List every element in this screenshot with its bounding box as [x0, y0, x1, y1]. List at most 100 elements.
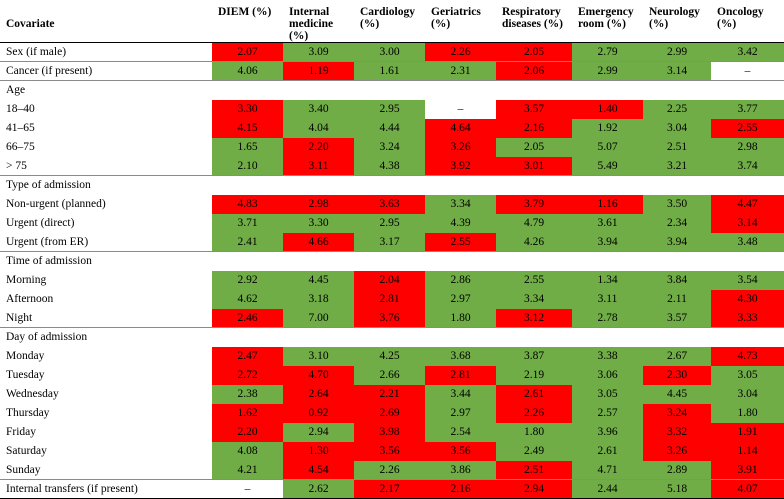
- section-fill: [212, 251, 784, 271]
- section-fill: [212, 80, 784, 100]
- value-cell: 2.05: [496, 42, 572, 62]
- value-cell: 4.21: [212, 460, 283, 480]
- table-row: > 75 2.10 3.11 4.38 3.92 3.01 5.49 3.21 3.74: [0, 156, 784, 176]
- value-cell: 2.98: [711, 137, 784, 157]
- value-cell: 2.20: [212, 422, 283, 442]
- value-cell: 2.81: [425, 365, 496, 385]
- covariate-label: Wednesday: [6, 388, 59, 400]
- value-cell: 3.40: [283, 99, 354, 119]
- value-cell: 3.94: [572, 232, 643, 252]
- value-cell: 1.92: [572, 118, 643, 138]
- value-cell: 2.79: [572, 42, 643, 62]
- value-cell: 3.57: [496, 99, 572, 119]
- table-row: Monday 2.47 3.10 4.25 3.68 3.87 3.38 2.67 4.73: [0, 346, 784, 366]
- value-cell: 3.76: [354, 308, 425, 328]
- value-cell: 3.48: [711, 232, 784, 252]
- value-cell: 4.45: [643, 384, 711, 404]
- value-cell: 2.34: [643, 213, 711, 233]
- covariate-label: Sunday: [6, 463, 41, 476]
- value-cell: 3.17: [354, 232, 425, 252]
- value-cell: 2.57: [572, 403, 643, 423]
- covariate-label: Urgent (direct): [6, 217, 75, 229]
- value-cell: 2.38: [212, 384, 283, 404]
- table-body: Sex (if male) 2.07 3.09 3.00 2.26 2.05 2.79 2.9…: [0, 42, 784, 499]
- value-cell: 2.47: [212, 346, 283, 366]
- value-cell: –: [425, 99, 496, 119]
- header-diem: DIEM (%): [212, 0, 283, 43]
- table-row: Sunday 4.21 4.54 2.26 3.86 2.51 4.71 2.89 3.91: [0, 460, 784, 480]
- value-cell: 4.64: [425, 118, 496, 138]
- value-cell: 3.87: [496, 346, 572, 366]
- value-cell: 2.26: [354, 460, 425, 480]
- value-cell: 3.56: [425, 441, 496, 461]
- value-cell: 2.67: [643, 346, 711, 366]
- value-cell: 3.86: [425, 460, 496, 480]
- value-cell: 3.11: [572, 289, 643, 309]
- section-row: Day of admission: [0, 327, 784, 347]
- value-cell: 2.26: [425, 42, 496, 62]
- value-cell: 2.78: [572, 308, 643, 328]
- section-row: Type of admission: [0, 175, 784, 195]
- value-cell: 2.16: [496, 118, 572, 138]
- section-label: Type of admission: [0, 175, 212, 195]
- table-row: Urgent (from ER) 2.41 4.66 3.17 2.55 4.26 3.94…: [0, 232, 784, 252]
- value-cell: 3.34: [496, 289, 572, 309]
- value-cell: 2.49: [496, 441, 572, 461]
- value-cell: 4.06: [212, 61, 283, 81]
- header-row: Covariate DIEM (%) Internal medicine (%)…: [0, 0, 784, 43]
- value-cell: 3.79: [496, 194, 572, 214]
- value-cell: 2.86: [425, 270, 496, 290]
- value-cell: 2.25: [643, 99, 711, 119]
- value-cell: 4.70: [283, 365, 354, 385]
- value-cell: 3.42: [711, 42, 784, 62]
- value-cell: 3.01: [496, 156, 572, 176]
- value-cell: 2.94: [283, 422, 354, 442]
- value-cell: 2.26: [496, 403, 572, 423]
- covariate-label: Friday: [6, 426, 37, 438]
- covariate-label: 66–75: [6, 141, 35, 153]
- value-cell: 1.65: [212, 137, 283, 157]
- value-cell: –: [711, 61, 784, 81]
- value-cell: 5.07: [572, 137, 643, 157]
- value-cell: 3.30: [283, 213, 354, 233]
- value-cell: 2.11: [643, 289, 711, 309]
- header-oncology: Oncology (%): [711, 0, 784, 43]
- value-cell: 3.10: [283, 346, 354, 366]
- value-cell: 2.81: [354, 289, 425, 309]
- value-cell: 3.06: [572, 365, 643, 385]
- value-cell: 2.62: [283, 479, 354, 499]
- value-cell: 2.55: [711, 118, 784, 138]
- value-cell: 2.95: [354, 99, 425, 119]
- value-cell: 2.99: [643, 42, 711, 62]
- table-row: Urgent (direct) 3.71 3.30 2.95 4.39 4.79 3.61 2…: [0, 213, 784, 233]
- value-cell: 3.32: [643, 422, 711, 442]
- value-cell: 5.18: [643, 479, 711, 499]
- value-cell: 2.44: [572, 479, 643, 499]
- covariate-label: 18–40: [6, 103, 35, 115]
- value-cell: 4.62: [212, 289, 283, 309]
- table-row: Cancer (if present) 4.06 1.19 1.61 2.31 2.06 2…: [0, 61, 784, 81]
- table-row: 41–65 4.15 4.04 4.44 4.64 2.16 1.92 3.04 2.55: [0, 118, 784, 138]
- value-cell: 2.94: [496, 479, 572, 499]
- covariate-label: Morning: [6, 274, 47, 286]
- value-cell: 1.62: [212, 403, 283, 423]
- value-cell: 4.73: [711, 346, 784, 366]
- table-row: Sex (if male) 2.07 3.09 3.00 2.26 2.05 2.79 2.9…: [0, 42, 784, 62]
- covariate-label: Saturday: [6, 445, 47, 457]
- covariate-label: Night: [6, 311, 33, 324]
- value-cell: 3.91: [711, 460, 784, 480]
- covariate-label: Thursday: [6, 407, 50, 419]
- section-label: Age: [0, 80, 212, 100]
- table-row: Morning 2.92 4.45 2.04 2.86 2.55 1.34 3.84 3.54: [0, 270, 784, 290]
- table-row: Afternoon 4.62 3.18 2.81 2.97 3.34 3.11 2.11 4.3…: [0, 289, 784, 309]
- value-cell: 2.97: [425, 289, 496, 309]
- value-cell: 2.61: [572, 441, 643, 461]
- value-cell: 2.51: [643, 137, 711, 157]
- value-cell: 5.49: [572, 156, 643, 176]
- value-cell: 4.47: [711, 194, 784, 214]
- value-cell: 3.00: [354, 42, 425, 62]
- value-cell: 3.50: [643, 194, 711, 214]
- header-internal-medicine: Internal medicine (%): [283, 0, 354, 43]
- table-row: Tuesday 2.72 4.70 2.66 2.81 2.19 3.06 2.30 3.05: [0, 365, 784, 385]
